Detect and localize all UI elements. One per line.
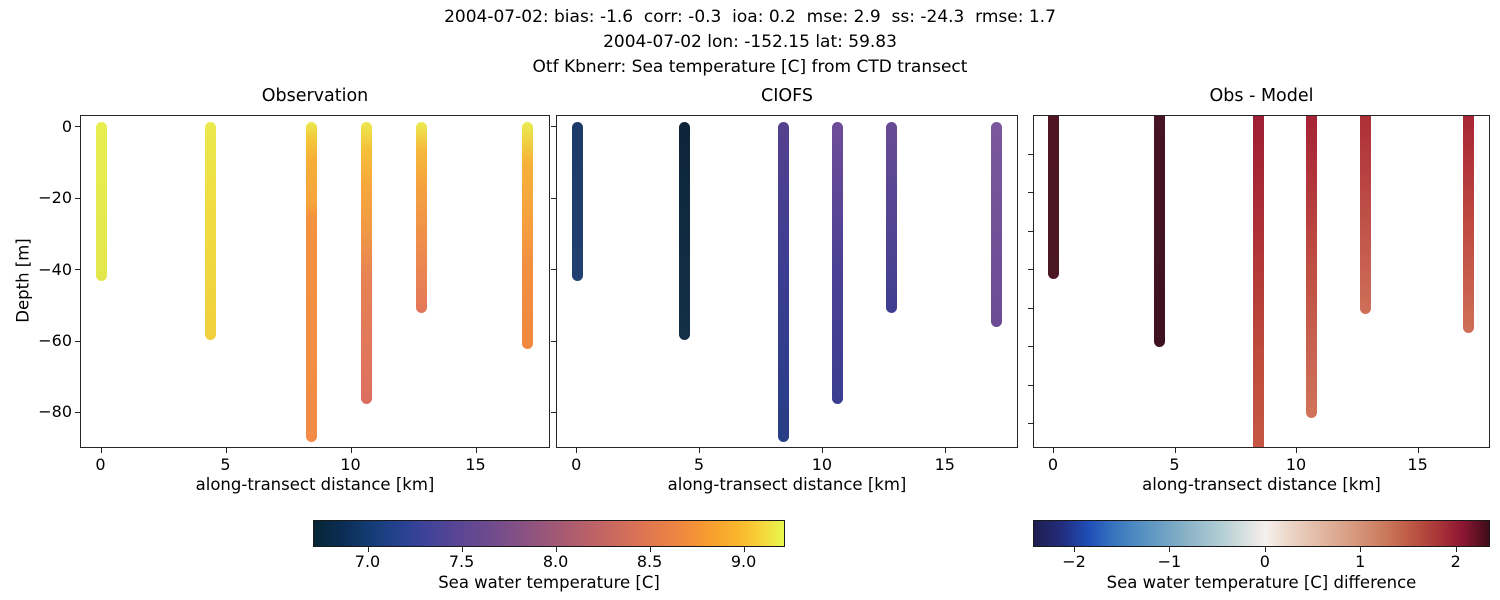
plot-area-obs-model [1033,115,1490,448]
panel-title-observation: Observation [261,86,369,106]
colorbar-tick-label: 0 [1259,552,1270,571]
colorbar-tick [649,547,651,552]
profile-column [571,121,583,281]
x-axis-label-obs-model: along-transect distance [km] [1142,475,1381,494]
colorbar-tick-label: 7.5 [448,552,475,571]
profile-column [1252,116,1264,447]
colorbar-temperature-strip [313,520,785,547]
colorbar-tick [367,547,369,552]
colorbar-tick [1169,547,1171,552]
colorbar-tick-label: −2 [1062,552,1086,571]
profile-column [361,121,372,405]
x-axis-label-observation: along-transect distance [km] [195,475,435,494]
colorbar-tick [1360,547,1362,552]
profile-column [522,121,534,349]
profile-column [678,121,690,340]
figure-title-location: 2004-07-02 lon: -152.15 lat: 59.83 [603,32,897,52]
colorbar-difference-label: Sea water temperature [C] difference [1106,573,1417,592]
y-tick-label: 0 [61,116,72,136]
colorbar-tick [555,547,557,552]
x-tick [944,448,946,453]
x-tick-label: 15 [934,455,955,474]
profile-column [96,121,107,281]
colorbar-tick-label: 9.0 [730,552,757,571]
colorbar-tick [743,547,745,552]
profile-column [306,121,317,442]
colorbar-tick [1264,547,1266,552]
profile-column [832,121,844,405]
profile-column [1359,116,1371,314]
x-tick-label: 10 [811,455,833,474]
colorbar-tick-label: 8.5 [636,552,663,571]
colorbar-difference-strip [1033,520,1490,547]
colorbar-tick-label: −1 [1157,552,1182,571]
profile-column [1048,116,1060,280]
figure-title-variable: Otf Kbnerr: Sea temperature [C] from CTD… [532,57,968,77]
colorbar-tick [461,547,463,552]
profile-column [416,121,427,313]
plot-area-observation [80,115,550,448]
x-tick [821,448,823,453]
colorbar-difference: −2 −1 0 1 2 Sea water temperature [C] differ… [1033,0,1490,600]
panel-observation: Observation 0 −20 −40 −60 −80 0 5 10 15 along-tr… [38,0,550,600]
plot-area-ciofs [556,115,1018,448]
profile-column [778,121,790,442]
x-axis-label-ciofs: along-transect distance [km] [667,475,907,494]
profile-column [990,121,1002,328]
panel-title-ciofs: CIOFS [760,86,814,106]
panel-title-obs-model: Obs - Model [1209,86,1314,106]
x-tick [225,448,227,453]
colorbar-tick [1455,547,1457,552]
panel-ciofs: CIOFS 0 5 10 15 along-transect distance [km… [551,0,1018,600]
figure-title-stats: 2004-07-02: bias: -1.6 corr: -0.3 ioa: 0… [444,7,1056,27]
y-axis-label: Depth [m] [13,238,33,323]
colorbar-temperature: 7.0 7.5 8.0 8.5 9.0 Sea water temperature [C… [313,0,785,600]
colorbar-tick-label: 8.0 [542,552,569,571]
colorbar-tick-label: 2 [1450,552,1461,571]
profile-column [886,121,898,313]
x-tick [100,448,102,453]
colorbar-temperature-label: Sea water temperature [C] [438,573,660,592]
colorbar-tick-label: 7.0 [354,552,381,571]
panel-obs-model: Obs - Model 0 5 10 15 along-transect distan… [1028,0,1490,600]
x-tick-label: 5 [220,455,231,474]
profile-column [1154,116,1166,347]
x-tick-label: 0 [95,455,106,474]
profile-column [1462,116,1474,334]
colorbar-tick [1074,547,1075,552]
profile-column [204,121,216,340]
profile-column [1306,116,1318,418]
colorbar-tick-label: 1 [1355,552,1366,571]
y-tick-label: −80 [38,402,72,422]
